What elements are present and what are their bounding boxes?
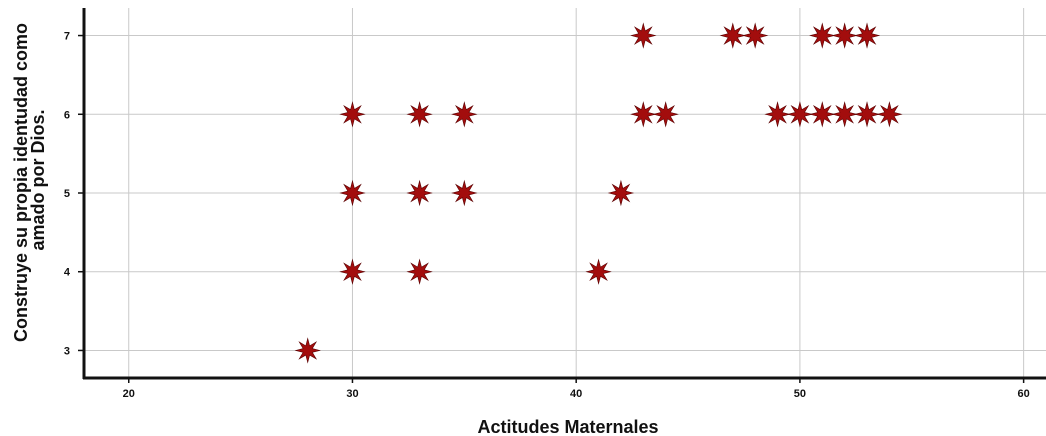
data-point-star [585, 258, 612, 285]
data-point-star [652, 101, 679, 128]
data-point-star [339, 258, 366, 285]
y-tick-label: 7 [64, 31, 70, 43]
y-tick-label: 4 [64, 267, 71, 279]
data-point-star [831, 101, 858, 128]
tick-labels: 20 30 40 50 60 3 4 5 6 7 [64, 31, 1030, 400]
data-points [294, 22, 903, 364]
data-point-star [406, 101, 433, 128]
y-tick-label: 5 [64, 188, 70, 200]
x-tick-label: 50 [794, 388, 806, 400]
data-point-star [451, 101, 478, 128]
x-tick-label: 30 [346, 388, 358, 400]
y-axis-title-line-1: Construye su propia identudad como [11, 23, 31, 342]
x-tick-label: 60 [1018, 388, 1030, 400]
data-point-star [786, 101, 814, 128]
y-axis-title-line-2: amado por Dios. [28, 109, 48, 250]
axes [78, 8, 1046, 383]
y-tick-label: 6 [64, 109, 70, 121]
data-point-star [630, 22, 657, 49]
data-point-star [831, 22, 858, 49]
data-point-star [294, 337, 321, 364]
x-axis-title: Actitudes Maternales [477, 417, 658, 436]
data-point-star [406, 258, 433, 285]
data-point-star [741, 22, 769, 49]
y-axis-title: Construye su propia identudad como amado… [11, 18, 48, 342]
data-point-star [339, 101, 366, 128]
x-tick-label: 20 [123, 388, 135, 400]
data-point-star [630, 101, 657, 128]
data-point-star [764, 101, 791, 128]
data-point-star [853, 22, 881, 49]
data-point-star [719, 22, 746, 49]
data-point-star [607, 179, 635, 207]
data-point-star [406, 179, 433, 207]
data-point-star [339, 179, 366, 207]
data-point-star [451, 179, 478, 207]
grid-lines [84, 8, 1046, 378]
data-point-star [853, 101, 881, 128]
y-tick-label: 3 [64, 345, 70, 357]
x-tick-label: 40 [570, 388, 582, 400]
data-point-star [876, 101, 903, 128]
data-point-star [809, 22, 836, 49]
data-point-star [809, 101, 836, 128]
